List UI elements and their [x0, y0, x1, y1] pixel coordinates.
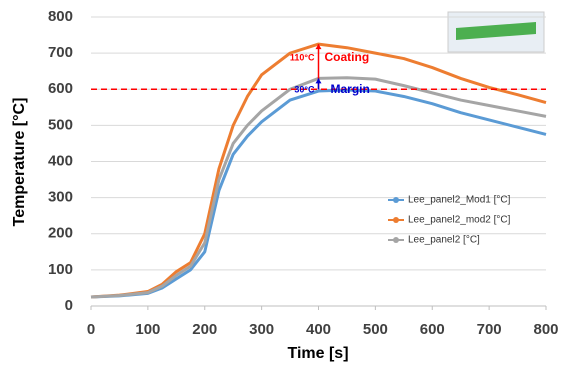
y-tick-label: 200 — [48, 225, 73, 242]
annotation: Margin — [331, 82, 370, 96]
x-tick-label: 400 — [306, 321, 331, 338]
legend-marker — [393, 237, 399, 243]
legend-label: Lee_panel2_Mod1 [°C] — [408, 195, 511, 206]
legend-marker — [393, 197, 399, 203]
series-line — [91, 90, 546, 297]
x-axis-title: Time [s] — [287, 345, 348, 362]
y-axis-title: Temperature [°C] — [11, 98, 28, 227]
y-tick-label: 700 — [48, 44, 73, 61]
y-tick-label: 500 — [48, 116, 73, 133]
y-tick-label: 800 — [48, 8, 73, 25]
y-tick-label: 300 — [48, 189, 73, 206]
legend-label: Lee_panel2 [°C] — [408, 235, 480, 246]
legend-marker — [393, 217, 399, 223]
page: Time [s] Temperature [°C] 0 100 200 300 400 5… — [0, 0, 564, 370]
annotation: Coating — [325, 50, 370, 64]
series-line — [91, 78, 546, 297]
y-tick-label: 100 — [48, 261, 73, 278]
x-tick-label: 100 — [135, 321, 160, 338]
y-tick-label: 600 — [48, 80, 73, 97]
x-tick-label: 700 — [477, 321, 502, 338]
x-tick-label: 800 — [533, 321, 558, 338]
y-tick-label: 400 — [48, 152, 73, 169]
x-tick-label: 0 — [87, 321, 95, 338]
x-tick-label: 300 — [249, 321, 274, 338]
x-tick-label: 600 — [420, 321, 445, 338]
legend-label: Lee_panel2_mod2 [°C] — [408, 215, 511, 226]
annotation: 30°C — [294, 84, 315, 94]
chart: Time [s] Temperature [°C] 0 100 200 300 400 5… — [0, 0, 564, 370]
y-tick-label: 0 — [65, 297, 73, 314]
x-tick-label: 200 — [192, 321, 217, 338]
x-tick-label: 500 — [363, 321, 388, 338]
annotation: 110°C — [290, 52, 315, 62]
inset-image — [448, 12, 544, 52]
